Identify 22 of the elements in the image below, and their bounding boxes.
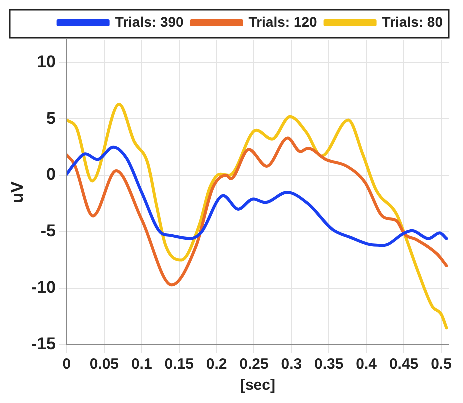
x-tick-label: 0.35: [314, 356, 344, 374]
x-tick-label: 0.3: [281, 356, 302, 374]
x-tick-label: 0.5: [431, 356, 452, 374]
y-tick-label: -5: [40, 222, 56, 241]
x-tick-label: 0.45: [389, 356, 419, 374]
x-tick-label: 0.1: [131, 356, 152, 374]
x-tick-label: 0.25: [240, 356, 269, 374]
legend-label: Trials: 80: [382, 14, 444, 30]
x-tick-label: 0.05: [90, 356, 120, 374]
x-tick-label: 0.15: [164, 356, 194, 374]
y-tick-label: -15: [31, 334, 56, 354]
x-tick-label: 0: [62, 356, 72, 374]
y-tick-label: 5: [46, 108, 56, 128]
legend-label: Trials: 120: [248, 14, 318, 30]
x-tick-label: 0.4: [356, 356, 378, 374]
y-tick-label: 10: [37, 52, 56, 72]
x-axis-title: [sec]: [240, 377, 276, 394]
legend-label: Trials: 390: [115, 14, 184, 30]
x-tick-label: 0.2: [206, 356, 228, 374]
y-tick-label: -10: [31, 278, 56, 298]
y-tick-label: 0: [46, 165, 56, 184]
y-axis-title: uV: [8, 180, 27, 204]
